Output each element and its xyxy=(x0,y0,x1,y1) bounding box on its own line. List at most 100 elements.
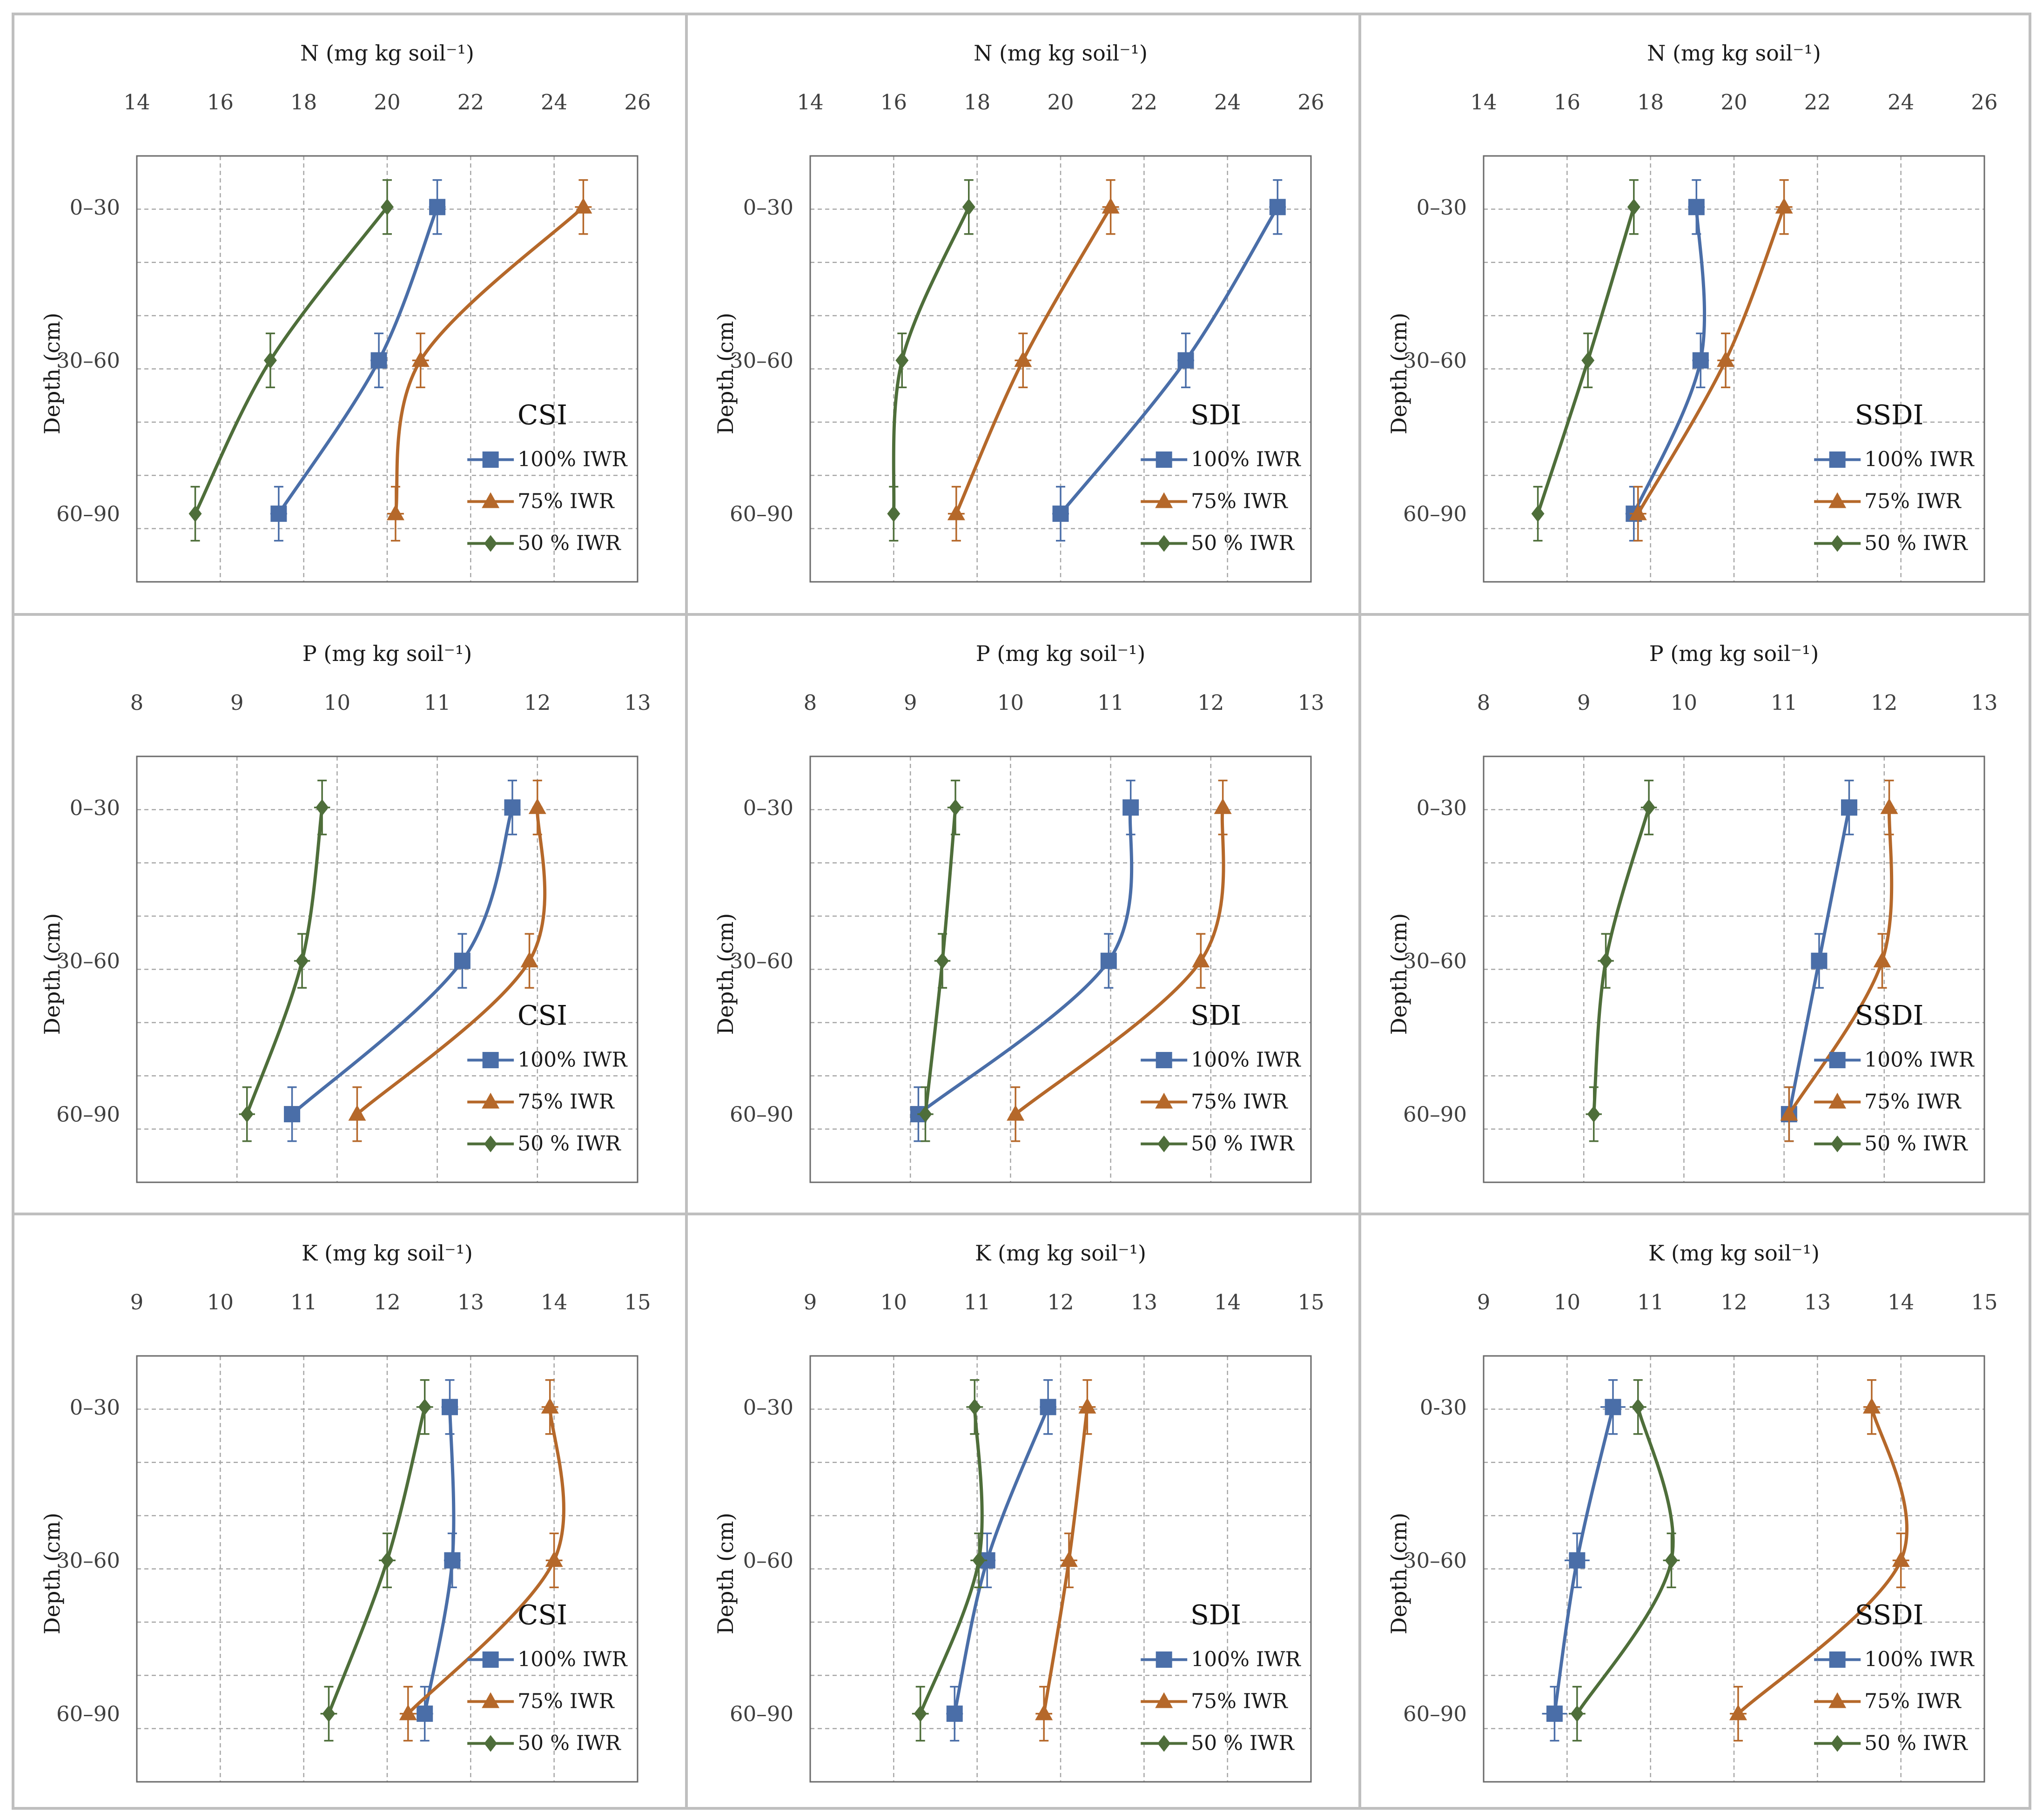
x-tick-label: 11 xyxy=(964,1290,990,1314)
data-point xyxy=(1060,1551,1078,1567)
depth-tick-label: 0–30 xyxy=(743,1395,793,1420)
depth-tick-label: 60–90 xyxy=(730,1702,793,1726)
data-point xyxy=(545,1551,563,1567)
data-point xyxy=(1692,352,1709,369)
plot-area-frame xyxy=(136,155,638,583)
legend-label: 50 % IWR xyxy=(1191,1132,1295,1155)
data-point xyxy=(386,504,404,520)
legend-label: 75% IWR xyxy=(517,1689,615,1713)
y-axis-label: Depth (cm) xyxy=(1386,913,1411,1035)
x-tick-label: 10 xyxy=(1671,690,1697,715)
data-point xyxy=(381,1552,394,1569)
x-tick-label: 10 xyxy=(997,690,1024,715)
data-point xyxy=(1841,799,1857,816)
data-point xyxy=(504,799,521,816)
data-point xyxy=(1873,951,1891,968)
data-point xyxy=(418,1398,431,1416)
data-point xyxy=(1605,1399,1621,1416)
series-50-iwr xyxy=(917,780,964,1142)
legend: SSDI 100% IWR 75% IWR 50 % IWR xyxy=(1814,1599,1975,1755)
data-point xyxy=(947,504,965,520)
x-axis-label: N (mg kg soil⁻¹) xyxy=(1647,40,1821,66)
legend-label: 75% IWR xyxy=(1864,1090,1962,1113)
x-tick-label: 14 xyxy=(541,1290,567,1314)
grid xyxy=(1484,156,1984,582)
data-point xyxy=(1177,352,1194,369)
series-75-iwr xyxy=(1007,780,1232,1142)
x-tick-label: 11 xyxy=(290,1290,317,1314)
depth-tick-label: 30–60 xyxy=(1403,949,1467,973)
x-tick-label: 9 xyxy=(130,1290,144,1314)
x-tick-label: 20 xyxy=(1720,90,1747,115)
irrigation-system-label: SSDI xyxy=(1855,1599,1924,1631)
x-tick-label: 9 xyxy=(1577,690,1591,715)
x-tick-label: 12 xyxy=(1871,690,1897,715)
legend-label: 100% IWR xyxy=(1864,1647,1975,1671)
x-tick-label: 13 xyxy=(1804,1290,1831,1314)
legend-label: 75% IWR xyxy=(1864,1689,1962,1713)
legend-marker xyxy=(1157,1735,1171,1752)
plot-area-frame xyxy=(1483,1355,1985,1783)
x-tick-label: 10 xyxy=(880,1290,907,1314)
data-point xyxy=(399,1704,417,1720)
y-axis-label: Depth (cm) xyxy=(1386,313,1411,435)
data-point xyxy=(1040,1399,1056,1416)
y-axis-label: Depth (cm) xyxy=(713,913,738,1035)
series-line xyxy=(194,205,389,516)
data-point xyxy=(1569,1552,1586,1569)
data-point xyxy=(1642,799,1656,816)
series-100-iwr xyxy=(946,1379,1057,1742)
x-tick-label: 10 xyxy=(1554,1290,1580,1314)
panel-p-sdi: P (mg kg soil⁻¹) 8 9 10 11 12 13 Depth (cm) 0–30… xyxy=(713,641,1324,1183)
series-75-iwr xyxy=(1780,780,1898,1142)
figure-border xyxy=(12,13,2031,1810)
legend-label: 50 % IWR xyxy=(1191,531,1295,555)
plot-area-frame xyxy=(1483,155,1985,583)
data-point xyxy=(1631,1398,1645,1416)
x-tick-label: 26 xyxy=(624,90,651,115)
legend: CSI 100% IWR 75% IWR 50 % IWR xyxy=(467,399,628,555)
data-point xyxy=(429,199,446,216)
plot-area-frame xyxy=(809,155,1312,583)
data-point xyxy=(1599,952,1613,970)
legend-label: 75% IWR xyxy=(1191,1689,1288,1713)
data-point xyxy=(284,1106,301,1123)
depth-tick-label: 60–90 xyxy=(56,502,120,526)
data-point xyxy=(240,1105,254,1123)
data-point xyxy=(316,799,329,816)
series-75-iwr xyxy=(399,1379,565,1742)
depth-tick-label: 30–60 xyxy=(56,348,120,373)
data-point xyxy=(1717,351,1735,367)
x-tick-label: 9 xyxy=(904,690,917,715)
x-axis-label: N (mg kg soil⁻¹) xyxy=(974,40,1148,66)
series-50-iwr xyxy=(1568,1379,1680,1742)
legend-marker xyxy=(1828,1692,1847,1708)
irrigation-system-label: SDI xyxy=(1190,1599,1241,1631)
plot-area-frame xyxy=(1483,755,1985,1183)
grid xyxy=(810,756,1311,1182)
irrigation-system-label: CSI xyxy=(517,399,567,431)
irrigation-system-label: SSDI xyxy=(1855,399,1924,431)
series-75-iwr xyxy=(1035,1379,1096,1742)
data-point xyxy=(444,1552,461,1569)
series-75-iwr xyxy=(386,179,592,542)
x-tick-label: 12 xyxy=(1720,1290,1747,1314)
data-point xyxy=(528,798,546,814)
x-tick-label: 16 xyxy=(207,90,234,115)
data-point xyxy=(1102,197,1120,214)
legend-marker xyxy=(1828,492,1847,508)
series-50-iwr xyxy=(1586,780,1657,1142)
legend-marker xyxy=(484,1135,497,1153)
legend-label: 100% IWR xyxy=(517,1647,628,1671)
legend-label: 50 % IWR xyxy=(1864,1132,1968,1155)
series-75-iwr xyxy=(348,780,547,1142)
x-tick-label: 11 xyxy=(424,690,450,715)
series-line xyxy=(916,806,1134,1116)
data-point xyxy=(442,1399,458,1416)
legend: SDI 100% IWR 75% IWR 50 % IWR xyxy=(1141,1599,1302,1755)
data-point xyxy=(296,952,309,970)
legend-label: 75% IWR xyxy=(517,1090,615,1113)
x-tick-label: 12 xyxy=(374,1290,400,1314)
data-point xyxy=(417,1705,433,1722)
